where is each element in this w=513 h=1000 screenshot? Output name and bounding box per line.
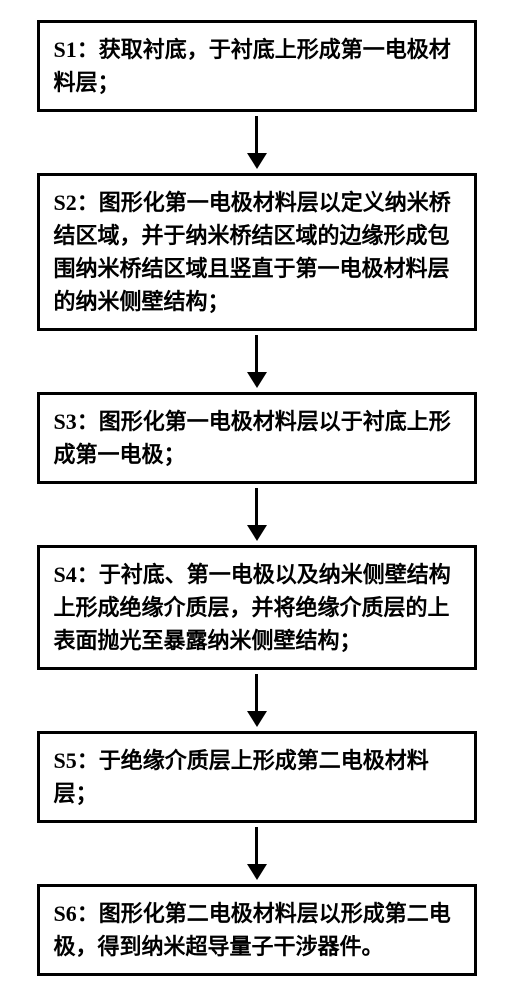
step-text: S4：于衬底、第一电极以及纳米侧壁结构上形成绝缘介质层，并将绝缘介质层的上表面抛… bbox=[54, 562, 451, 653]
step-text: S5：于绝缘介质层上形成第二电极材料层； bbox=[54, 748, 429, 806]
arrow-line bbox=[255, 827, 258, 865]
arrow-head bbox=[247, 711, 267, 727]
arrow-icon bbox=[247, 827, 267, 880]
step-box-s3: S3：图形化第一电极材料层以于衬底上形成第一电极； bbox=[37, 392, 477, 484]
step-text: S2：图形化第一电极材料层以定义纳米桥结区域，并于纳米桥结区域的边缘形成包围纳米… bbox=[54, 190, 451, 314]
arrow-line bbox=[255, 488, 258, 526]
step-box-s1: S1：获取衬底，于衬底上形成第一电极材料层； bbox=[37, 20, 477, 112]
arrow-icon bbox=[247, 488, 267, 541]
arrow-head bbox=[247, 372, 267, 388]
step-box-s6: S6：图形化第二电极材料层以形成第二电极，得到纳米超导量子干涉器件。 bbox=[37, 884, 477, 976]
step-text: S6：图形化第二电极材料层以形成第二电极，得到纳米超导量子干涉器件。 bbox=[54, 901, 451, 959]
flowchart: S1：获取衬底，于衬底上形成第一电极材料层； S2：图形化第一电极材料层以定义纳… bbox=[0, 20, 513, 976]
step-box-s4: S4：于衬底、第一电极以及纳米侧壁结构上形成绝缘介质层，并将绝缘介质层的上表面抛… bbox=[37, 545, 477, 670]
arrow-line bbox=[255, 335, 258, 373]
arrow-head bbox=[247, 864, 267, 880]
arrow-line bbox=[255, 116, 258, 154]
arrow-line bbox=[255, 674, 258, 712]
arrow-icon bbox=[247, 116, 267, 169]
arrow-head bbox=[247, 153, 267, 169]
arrow-icon bbox=[247, 335, 267, 388]
step-box-s2: S2：图形化第一电极材料层以定义纳米桥结区域，并于纳米桥结区域的边缘形成包围纳米… bbox=[37, 173, 477, 331]
step-text: S3：图形化第一电极材料层以于衬底上形成第一电极； bbox=[54, 409, 451, 467]
step-text: S1：获取衬底，于衬底上形成第一电极材料层； bbox=[54, 37, 451, 95]
arrow-head bbox=[247, 525, 267, 541]
arrow-icon bbox=[247, 674, 267, 727]
step-box-s5: S5：于绝缘介质层上形成第二电极材料层； bbox=[37, 731, 477, 823]
